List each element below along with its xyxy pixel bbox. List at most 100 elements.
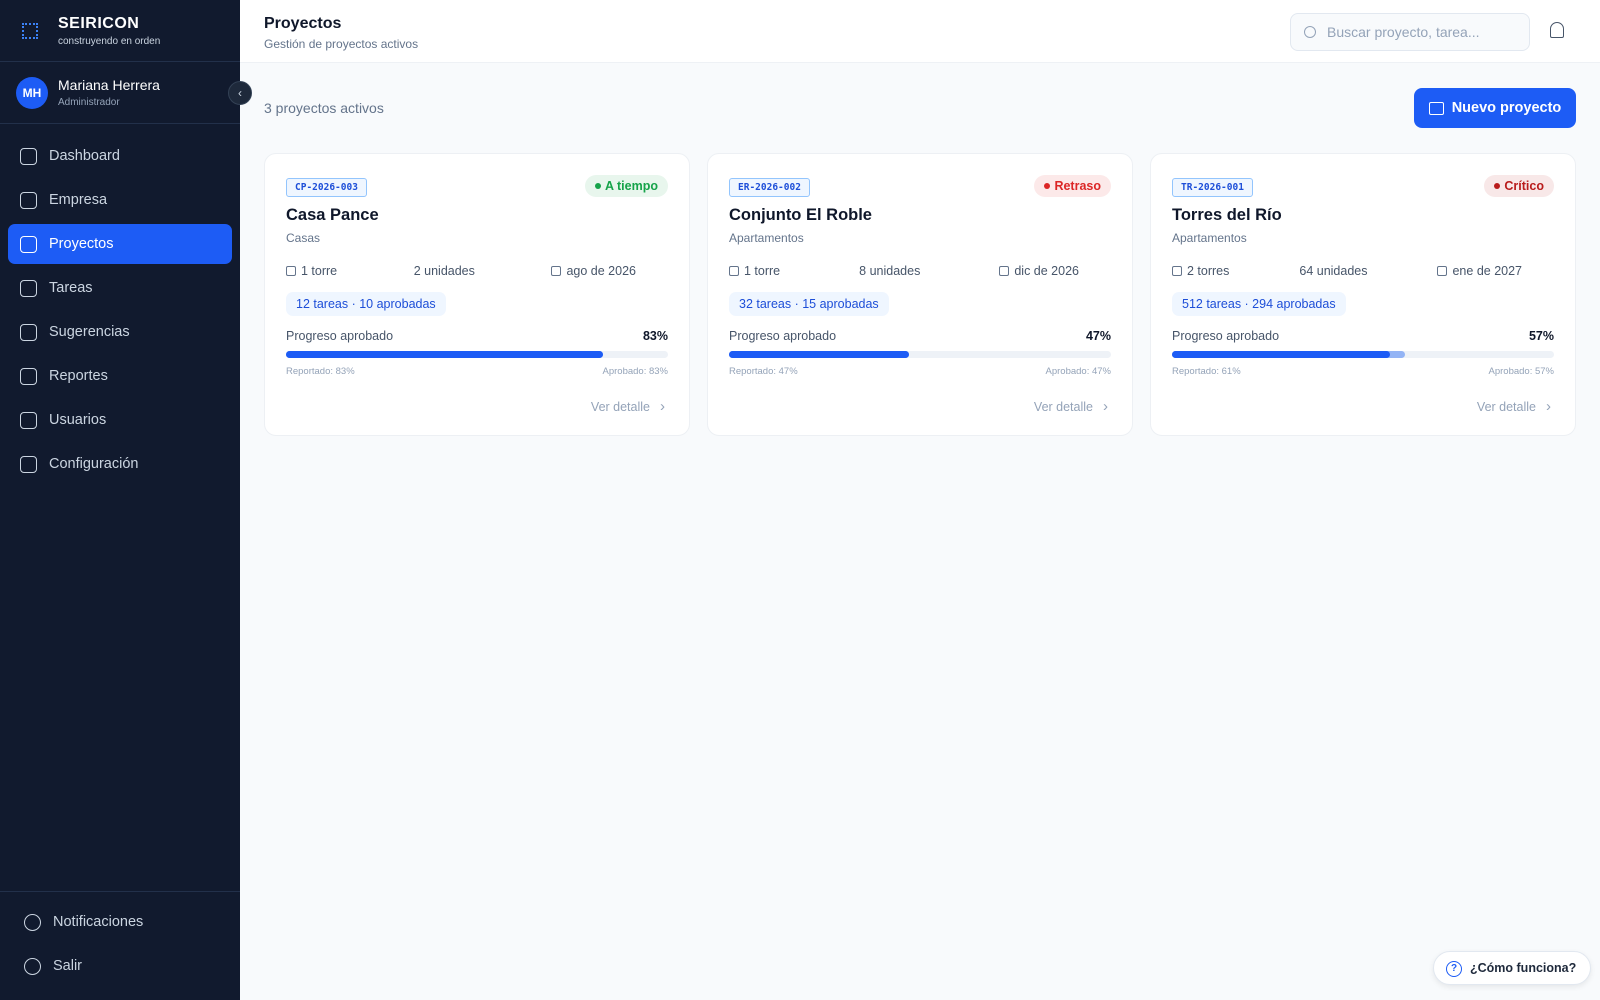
tasks-pill: 512 tareas · 294 aprobadas — [1172, 292, 1346, 316]
project-name: Casa Pance — [286, 206, 379, 224]
nav-icon — [20, 147, 37, 165]
cards: CP-2026-003 A tiempo Casa Pance Casas 1 torr… — [264, 153, 1576, 436]
meta-towers: 1 torre — [286, 264, 337, 278]
approved-label: Aprobado: 83% — [602, 366, 669, 377]
detail-link[interactable]: Ver detalle — [1034, 398, 1108, 415]
reported-label: Reportado: 47% — [729, 366, 798, 377]
brand: SEIRICON construyendo en orden — [0, 0, 240, 62]
nav-item[interactable]: Proyectos — [8, 224, 232, 264]
footer-nav: Notificaciones Salir — [0, 891, 240, 1000]
nav-item[interactable]: Usuarios — [8, 400, 232, 440]
nav-icon — [20, 323, 37, 341]
project-card: ER-2026-002 Retraso Conjunto El Roble Apart… — [707, 153, 1133, 436]
user-block: MH Mariana Herrera Administrador ‹ — [0, 62, 252, 124]
approved-bar — [1172, 351, 1390, 358]
nav-item[interactable]: Reportes — [8, 356, 232, 396]
meta-text: 1 torre — [744, 264, 781, 278]
progress-row: Progreso aprobado 47% — [729, 329, 1111, 343]
nav-item[interactable]: Sugerencias — [8, 312, 232, 352]
user-role: Administrador — [58, 97, 120, 108]
meta-units: 2 unidades — [414, 264, 475, 278]
status-badge: Crítico — [1484, 175, 1554, 197]
meta-icon — [999, 266, 1010, 276]
meta-icon — [1437, 266, 1448, 276]
progress-notes: Reportado: 61% Aprobado: 57% — [1172, 366, 1554, 377]
nav-icon — [20, 235, 37, 253]
project-code: ER-2026-002 — [729, 178, 810, 197]
collapse-button[interactable]: ‹ — [228, 81, 252, 105]
meta-icon — [286, 266, 296, 276]
progress-value: 47% — [1085, 329, 1111, 343]
page-subtitle: Gestión de proyectos activos — [264, 37, 419, 51]
topbar: Proyectos Gestión de proyectos activos B… — [240, 0, 1600, 63]
progress-row: Progreso aprobado 83% — [286, 329, 668, 343]
nav-icon — [20, 367, 37, 385]
approved-bar — [286, 351, 604, 358]
footer-nav-item[interactable]: Salir — [10, 946, 230, 986]
progress-label: Progreso aprobado — [1172, 329, 1280, 343]
detail-link[interactable]: Ver detalle — [591, 398, 665, 415]
nav-label: Notificaciones — [53, 914, 144, 930]
nav-label: Salir — [53, 958, 83, 974]
meta-icon — [1172, 266, 1182, 276]
page-title: Proyectos — [264, 15, 342, 32]
meta-text: dic de 2026 — [1014, 264, 1079, 278]
meta-towers: 1 torre — [729, 264, 780, 278]
nav-icon — [20, 455, 37, 473]
reported-label: Reportado: 61% — [1172, 366, 1241, 377]
nav-icon — [20, 411, 37, 429]
tasks-pill: 12 tareas · 10 aprobadas — [286, 292, 446, 316]
detail-link[interactable]: Ver detalle — [1477, 398, 1551, 415]
project-card: CP-2026-003 A tiempo Casa Pance Casas 1 torr… — [264, 153, 690, 436]
progress-row: Progreso aprobado 57% — [1172, 329, 1554, 343]
nav-icon — [24, 957, 41, 975]
nav-item[interactable]: Dashboard — [8, 136, 232, 176]
nav-label: Tareas — [49, 280, 93, 296]
status-badge: Retraso — [1034, 175, 1111, 197]
brand-name: SEIRICON — [58, 14, 140, 32]
nav-item[interactable]: Empresa — [8, 180, 232, 220]
nav-label: Proyectos — [49, 236, 114, 252]
search-input[interactable]: Buscar proyecto, tarea... — [1290, 13, 1530, 51]
bell-button[interactable] — [1550, 22, 1564, 38]
meta-text: 2 torres — [1187, 264, 1230, 278]
meta-text: ene de 2027 — [1452, 264, 1522, 278]
meta-towers: 2 torres — [1172, 264, 1229, 278]
user-name: Mariana Herrera — [58, 77, 160, 93]
progress-notes: Reportado: 47% Aprobado: 47% — [729, 366, 1111, 377]
help-button[interactable]: ¿Cómo funciona? — [1433, 951, 1592, 985]
meta-units: 64 unidades — [1299, 264, 1367, 278]
sidebar: SEIRICON construyendo en orden MH Marian… — [0, 0, 252, 1000]
project-type: Apartamentos — [729, 231, 804, 245]
approved-label: Aprobado: 57% — [1488, 366, 1555, 377]
progress-label: Progreso aprobado — [729, 329, 837, 343]
brand-tagline: construyendo en orden — [58, 35, 161, 47]
project-type: Casas — [286, 231, 321, 245]
project-card: TR-2026-001 Crítico Torres del Río Apartame… — [1150, 153, 1576, 436]
summary: 3 proyectos activos — [264, 100, 384, 116]
nav-label: Empresa — [49, 192, 108, 208]
progress-bar — [1172, 351, 1554, 358]
nav-label: Sugerencias — [49, 324, 130, 340]
progress-notes: Reportado: 83% Aprobado: 83% — [286, 366, 668, 377]
meta-text: 2 unidades — [413, 264, 475, 278]
reported-label: Reportado: 83% — [286, 366, 355, 377]
footer-nav-item[interactable]: Notificaciones — [10, 902, 230, 942]
progress-label: Progreso aprobado — [286, 329, 394, 343]
meta-text: 1 torre — [301, 264, 338, 278]
new-project-button[interactable]: Nuevo proyecto — [1414, 88, 1576, 128]
approved-bar — [729, 351, 909, 358]
project-type: Apartamentos — [1172, 231, 1247, 245]
brand-text: SEIRICON construyendo en orden — [58, 15, 160, 47]
status-badge: A tiempo — [584, 175, 668, 197]
nav-item[interactable]: Configuración — [8, 444, 232, 484]
user-text: Mariana Herrera Administrador — [58, 77, 160, 108]
progress-bar — [729, 351, 1111, 358]
meta-row: 1 torre 2 unidades ago de 2026 — [286, 264, 636, 278]
nav: Dashboard Empresa Proyectos Tareas Sugerenci… — [0, 124, 240, 500]
logo — [22, 22, 38, 39]
progress-value: 83% — [642, 329, 668, 343]
nav-item[interactable]: Tareas — [8, 268, 232, 308]
